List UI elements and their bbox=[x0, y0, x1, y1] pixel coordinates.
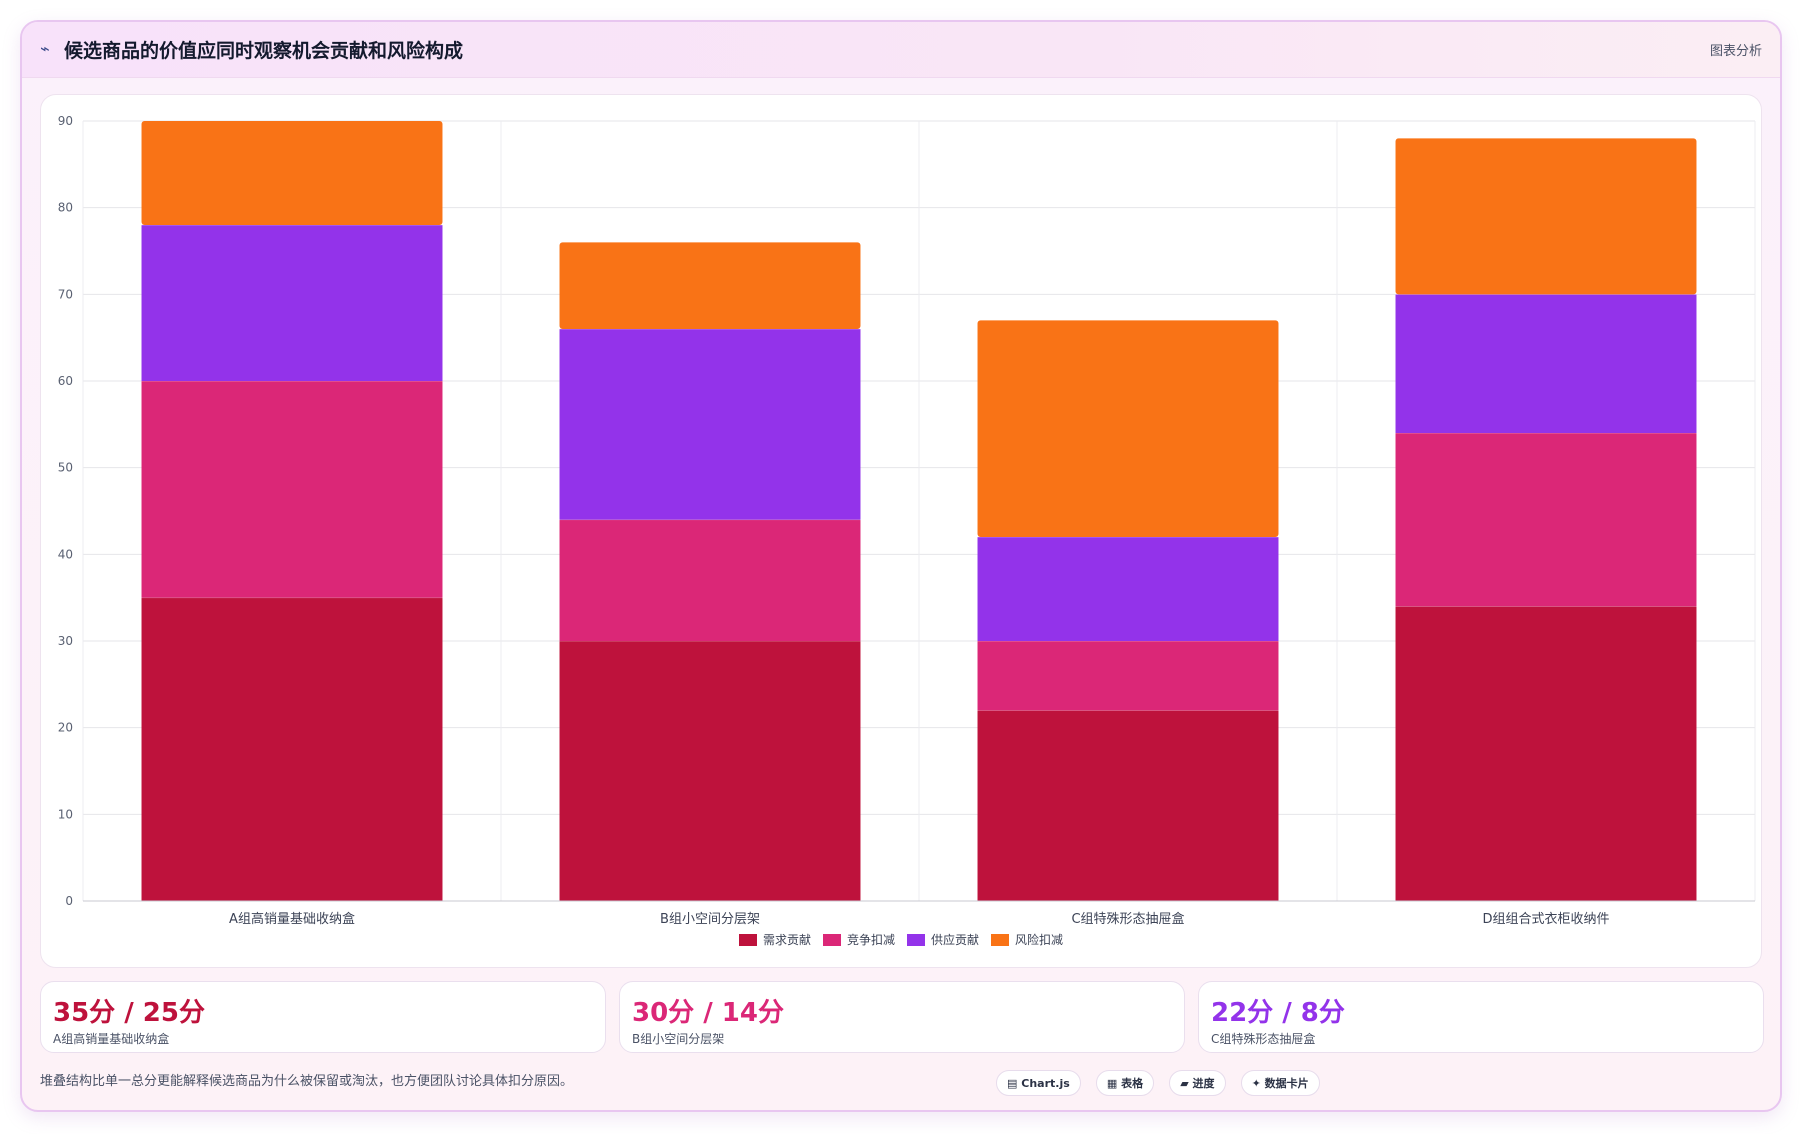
tag-progress[interactable]: ▰ 进度 bbox=[1169, 1070, 1226, 1096]
y-tick-label: 40 bbox=[58, 547, 73, 561]
y-tick-label: 50 bbox=[58, 461, 73, 475]
legend-item[interactable]: 竞争扣减 bbox=[822, 931, 895, 948]
x-tick-label: C组特殊形态抽屉盒 bbox=[1071, 911, 1184, 927]
stat-card-a: 35分 / 25分 A组高销量基础收纳盒 bbox=[40, 981, 606, 1053]
legend-item[interactable]: 供应贡献 bbox=[907, 931, 979, 948]
bar-segment bbox=[141, 381, 443, 598]
stat-card-b: 30分 / 14分 B组小空间分层架 bbox=[619, 981, 1185, 1053]
bar-segment bbox=[559, 329, 861, 520]
panel-header: ⌁ 候选商品的价值应同时观察机会贡献和风险构成 图表分析 bbox=[22, 22, 1780, 78]
tag-table[interactable]: ▦ 表格 bbox=[1095, 1070, 1155, 1096]
bar-segment bbox=[977, 320, 1279, 537]
y-tick-label: 0 bbox=[65, 894, 73, 908]
dashboard-panel: ⌁ 候选商品的价值应同时观察机会贡献和风险构成 图表分析 0 10 20 30 40 50… bbox=[20, 20, 1782, 1112]
stat-value: 35分 / 25分 bbox=[53, 998, 205, 1028]
x-tick-label: D组组合式衣柜收纳件 bbox=[1482, 911, 1609, 927]
chart-icon: ▤ bbox=[1007, 1077, 1018, 1090]
bar-segment bbox=[1395, 294, 1697, 433]
tag-chartjs[interactable]: ▤ Chart.js bbox=[996, 1070, 1081, 1096]
tag-data-cards[interactable]: ✦ 数据卡片 bbox=[1240, 1070, 1320, 1096]
bar-segment bbox=[977, 710, 1279, 901]
stat-value: 22分 / 8分 bbox=[1211, 998, 1345, 1028]
bar-segment bbox=[1395, 138, 1697, 295]
y-tick-label: 60 bbox=[58, 374, 73, 388]
tag-list: ▤ Chart.js ▦ 表格 ▰ 进度 ✦ 数据卡片 bbox=[996, 1070, 1330, 1096]
stat-label: C组特殊形态抽屉盒 bbox=[1211, 1032, 1316, 1046]
legend-label: 需求贡献 bbox=[762, 933, 811, 947]
bar-segment bbox=[1395, 606, 1697, 901]
page-title: 候选商品的价值应同时观察机会贡献和风险构成 bbox=[64, 40, 464, 62]
tag-label: 进度 bbox=[1192, 1077, 1215, 1090]
legend-swatch bbox=[738, 934, 757, 946]
legend-item[interactable]: 需求贡献 bbox=[738, 931, 811, 948]
footer-note: 堆叠结构比单一总分更能解释候选商品为什么被保留或淘汰，也方便团队讨论具体扣分原因… bbox=[40, 1074, 574, 1089]
tag-label: 表格 bbox=[1121, 1077, 1144, 1090]
x-tick-label: A组高销量基础收纳盒 bbox=[229, 911, 355, 927]
bar-segment bbox=[977, 641, 1279, 711]
y-tick-label: 80 bbox=[58, 201, 73, 215]
tag-label: 数据卡片 bbox=[1264, 1077, 1309, 1090]
legend-swatch bbox=[991, 934, 1010, 946]
progress-icon: ▰ bbox=[1180, 1077, 1189, 1090]
legend-swatch bbox=[907, 934, 925, 946]
stacked-bar-chart: 0 10 20 30 40 50 60 70 80 90 A组高销量基础收纳盒 B组小空间分层架 C组特… bbox=[58, 114, 1756, 927]
legend-item[interactable]: 风险扣减 bbox=[991, 931, 1063, 948]
sparkle-icon: ✦ bbox=[1251, 1077, 1261, 1090]
stat-card-c: 22分 / 8分 C组特殊形态抽屉盒 bbox=[1198, 981, 1764, 1053]
bar-segment bbox=[141, 597, 443, 901]
y-tick-label: 20 bbox=[58, 721, 73, 735]
y-tick-label: 70 bbox=[58, 287, 73, 301]
y-tick-label: 10 bbox=[58, 807, 73, 821]
bar-segment bbox=[141, 121, 443, 225]
x-tick-label: B组小空间分层架 bbox=[660, 912, 760, 927]
tag-label: Chart.js bbox=[1021, 1077, 1070, 1090]
chart-legend: 需求贡献 竞争扣减 供应贡献 风险扣减 bbox=[41, 931, 1761, 948]
bar-segment bbox=[1395, 433, 1697, 607]
bar-segment bbox=[141, 225, 443, 381]
chart-analysis-link[interactable]: 图表分析 bbox=[1709, 44, 1762, 59]
stat-label: A组高销量基础收纳盒 bbox=[53, 1032, 170, 1046]
bar-segment bbox=[977, 537, 1279, 641]
stat-value: 30分 / 14分 bbox=[632, 998, 784, 1028]
legend-label: 竞争扣减 bbox=[846, 933, 895, 947]
bar-segment bbox=[559, 242, 861, 329]
bar-segment bbox=[559, 641, 861, 901]
legend-label: 风险扣减 bbox=[1015, 933, 1064, 947]
stat-label: B组小空间分层架 bbox=[632, 1032, 725, 1046]
trend-line-icon: ⌁ bbox=[40, 39, 50, 58]
y-tick-label: 90 bbox=[58, 114, 73, 128]
legend-swatch bbox=[822, 934, 841, 946]
y-tick-label: 30 bbox=[58, 634, 73, 648]
table-icon: ▦ bbox=[1106, 1077, 1118, 1090]
legend-label: 供应贡献 bbox=[931, 933, 980, 947]
chart-card: 0 10 20 30 40 50 60 70 80 90 A组高销量基础收纳盒 B组小空间分层架 C组特… bbox=[40, 94, 1762, 968]
bar-segment bbox=[559, 519, 861, 641]
